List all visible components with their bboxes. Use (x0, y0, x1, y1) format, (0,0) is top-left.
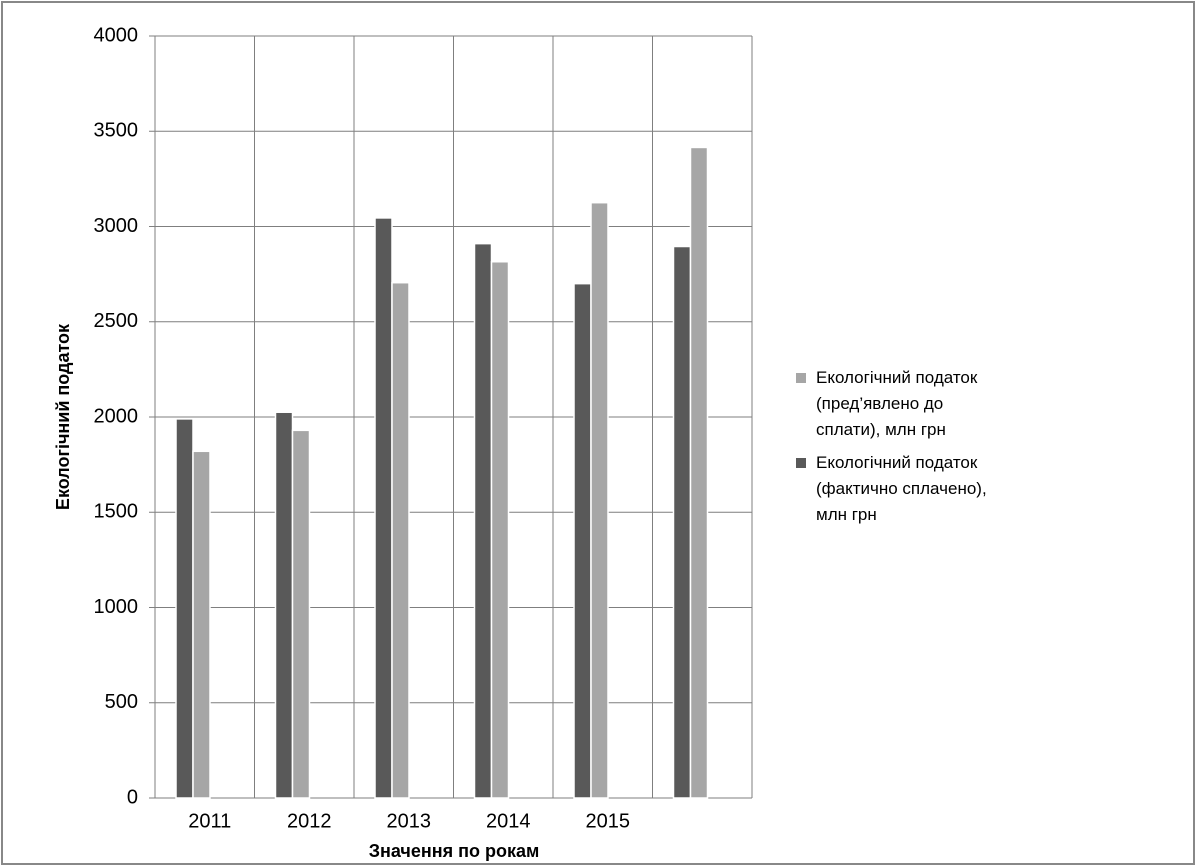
y-tick-label: 3000 (94, 215, 139, 237)
x-tick-label: 2013 (387, 810, 432, 832)
bar (391, 281, 410, 799)
bar (291, 429, 311, 799)
y-tick-label: 1500 (94, 501, 139, 523)
bar (473, 242, 493, 799)
x-tick-label: 2011 (188, 810, 231, 832)
bar (274, 411, 294, 799)
x-tick-label: 2014 (486, 810, 531, 832)
bar (175, 418, 194, 799)
x-axis-title: Значення по рокам (369, 841, 540, 861)
x-tick-label: 2012 (287, 810, 332, 832)
y-tick-label: 1000 (94, 596, 139, 618)
bar (689, 146, 709, 799)
legend-item: Екологічний податок (фактично сплачено),… (796, 450, 992, 528)
legend-swatch (796, 458, 806, 468)
y-tick-label: 500 (105, 691, 138, 713)
bar (192, 450, 211, 799)
bar (672, 245, 692, 799)
legend-label: Екологічний податок (пред’явлено до спла… (816, 368, 978, 439)
y-tick-label: 2500 (94, 310, 139, 332)
y-tick-label: 3500 (94, 120, 139, 142)
legend-swatch (796, 373, 806, 383)
x-tick-label: 2015 (586, 810, 631, 832)
y-tick-label: 0 (127, 786, 138, 808)
legend-item: Екологічний податок (пред’явлено до спла… (796, 365, 992, 443)
bar (573, 282, 592, 799)
bar (490, 260, 510, 799)
y-tick-label: 4000 (94, 24, 139, 46)
bar (374, 217, 393, 799)
y-axis-title: Екологічний податок (53, 323, 73, 510)
bar (590, 201, 609, 799)
y-tick-label: 2000 (94, 405, 139, 427)
legend-label: Екологічний податок (фактично сплачено),… (816, 453, 987, 524)
